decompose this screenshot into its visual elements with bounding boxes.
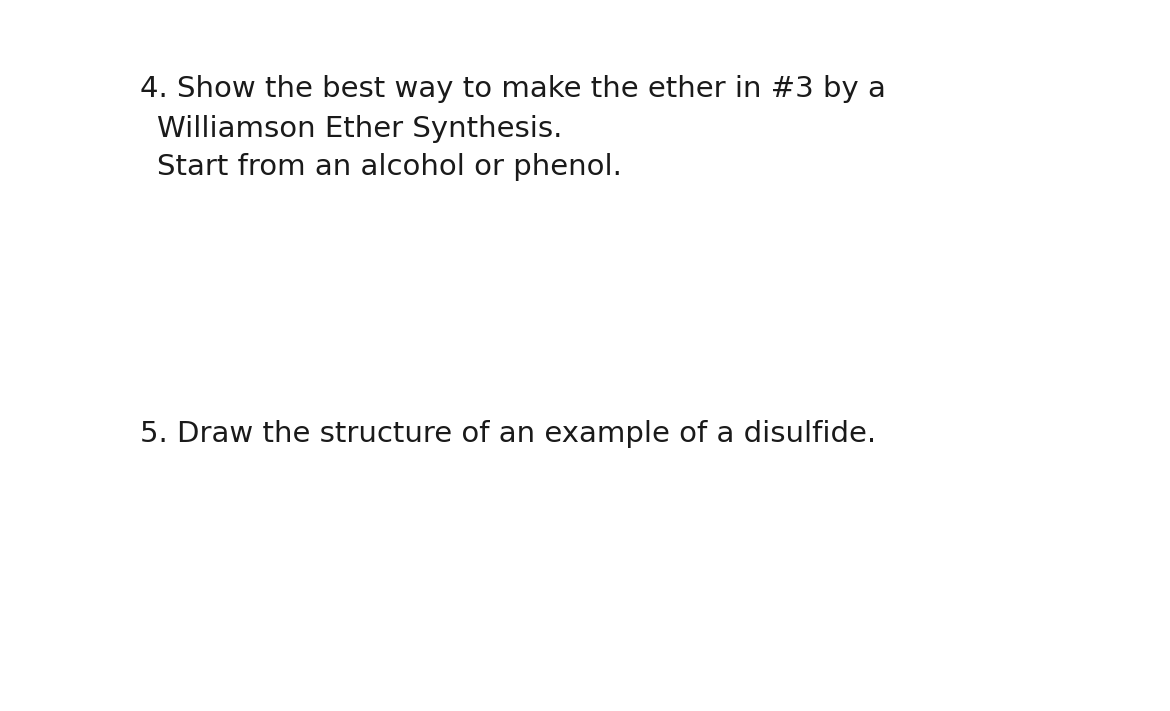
Text: 5. Draw the structure of an example of a disulfide.: 5. Draw the structure of an example of a… bbox=[140, 420, 876, 448]
Text: 4. Show the best way to make the ether in #3 by a: 4. Show the best way to make the ether i… bbox=[140, 75, 886, 103]
Text: Start from an alcohol or phenol.: Start from an alcohol or phenol. bbox=[157, 153, 622, 181]
Text: Williamson Ether Synthesis.: Williamson Ether Synthesis. bbox=[157, 115, 563, 143]
